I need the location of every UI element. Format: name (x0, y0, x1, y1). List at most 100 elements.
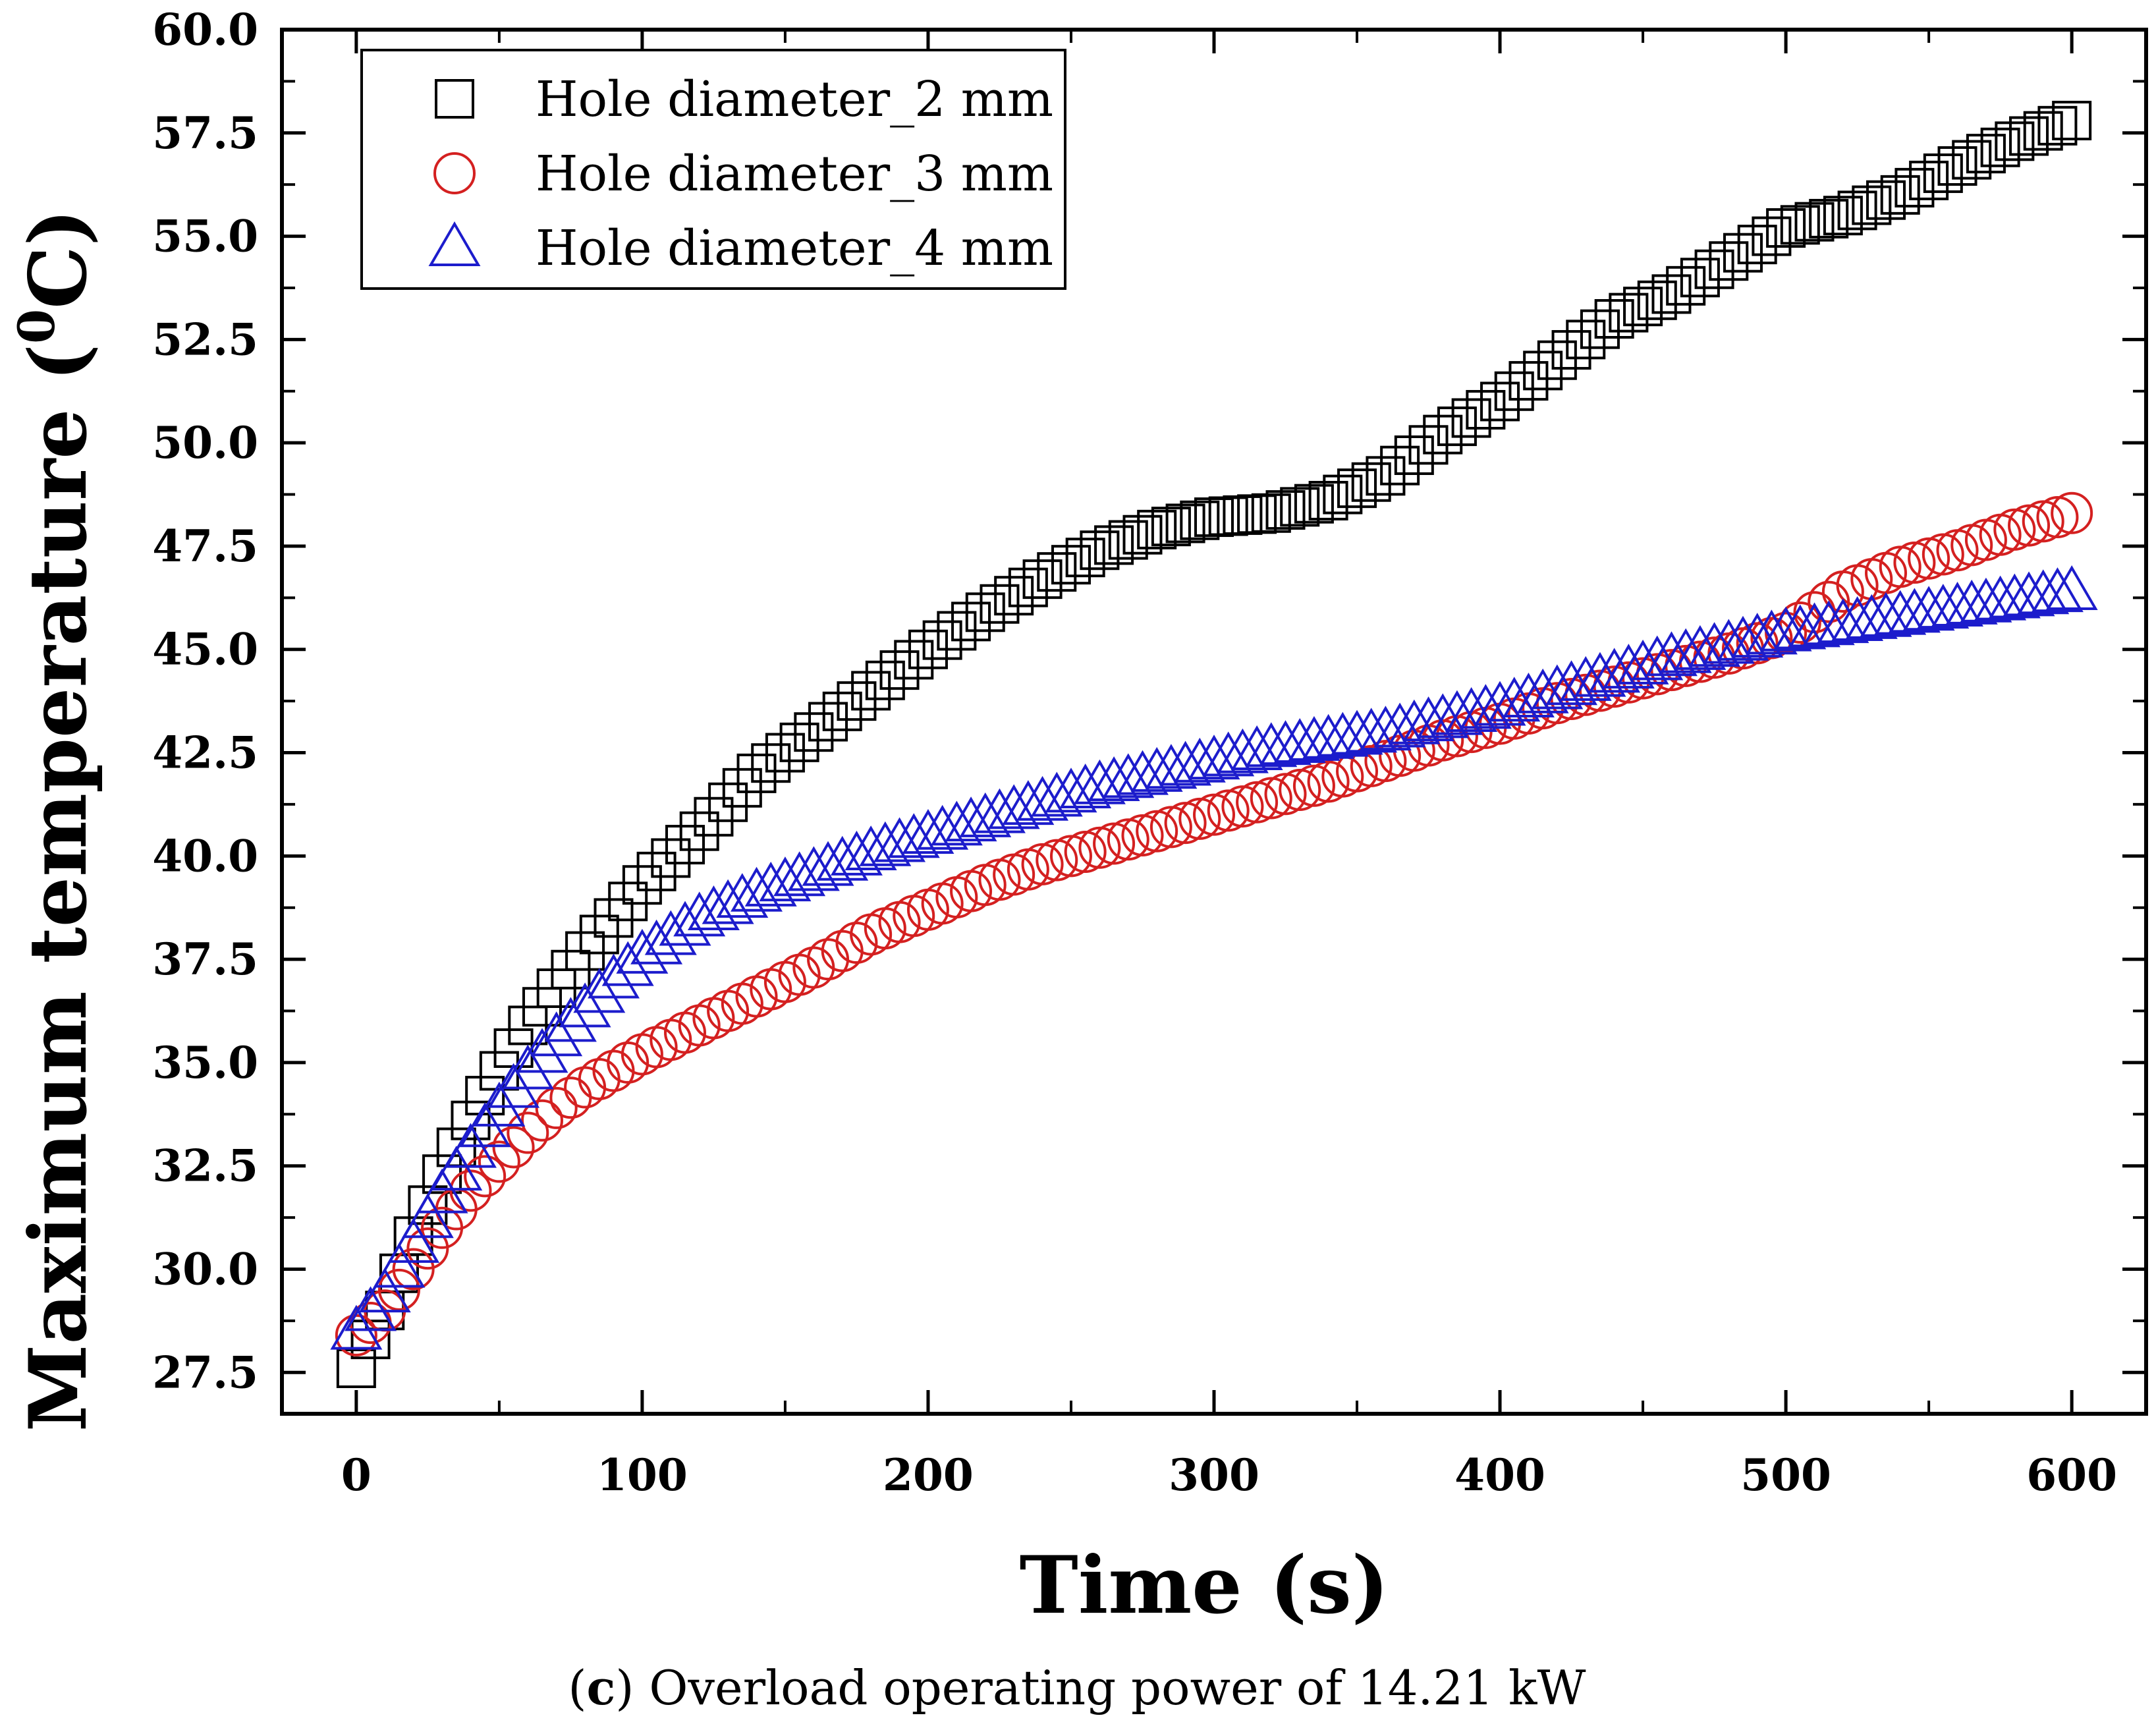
data-point-square (822, 691, 862, 731)
data-point-triangle (1917, 584, 1970, 629)
data-point-triangle (1774, 604, 1827, 650)
data-point-circle (478, 1140, 520, 1183)
data-point-circle (1021, 843, 1064, 885)
data-point-circle (1078, 826, 1121, 869)
legend-marker-square (435, 79, 474, 119)
data-point-circle (1264, 773, 1307, 816)
data-point-triangle (1902, 586, 1955, 631)
x-tick-label: 100 (597, 1449, 688, 1501)
data-point-circle (1221, 785, 1264, 828)
data-point-triangle (358, 1268, 411, 1313)
y-tick-label: 27.5 (152, 1347, 258, 1398)
data-point-square (1709, 241, 1749, 281)
data-point-square (1880, 175, 1920, 215)
data-point-triangle (416, 1168, 468, 1214)
data-point-square (594, 898, 634, 938)
x-tick-label: 500 (1740, 1449, 1831, 1501)
data-point-triangle (501, 1044, 554, 1090)
data-point-square (636, 851, 677, 891)
data-point-circle (1250, 777, 1292, 820)
y-tick-label: 35.0 (152, 1037, 258, 1088)
data-point-triangle (1860, 592, 1912, 637)
data-point-circle (1993, 508, 2036, 551)
x-tick-label: 300 (1169, 1449, 1259, 1501)
data-point-triangle (1931, 582, 1984, 627)
series-circle-markers (335, 491, 2093, 1356)
data-point-square (1594, 299, 1634, 339)
data-point-square (1952, 140, 1992, 180)
data-point-square (708, 782, 748, 822)
data-point-triangle (1988, 573, 2041, 619)
data-point-square (1323, 474, 1363, 515)
data-point-square (651, 838, 691, 878)
legend-marker-triangle (428, 221, 481, 266)
data-point-square (1909, 160, 1949, 200)
y-tick-label: 30.0 (152, 1243, 258, 1295)
data-point-triangle (473, 1081, 526, 1127)
data-point-circle (2051, 491, 2093, 534)
y-tick-label: 42.5 (152, 727, 258, 779)
data-point-circle (1136, 810, 1178, 852)
data-point-triangle (2017, 569, 2070, 615)
data-point-square (980, 584, 1020, 624)
data-point-circle (1149, 806, 1192, 849)
data-point-square (736, 753, 777, 793)
data-point-square (1308, 480, 1348, 520)
data-point-circle (1049, 835, 1092, 878)
data-point-square (2052, 100, 2092, 140)
data-point-circle (1064, 831, 1107, 874)
data-point-square (1680, 258, 1720, 298)
data-point-triangle (1273, 718, 1326, 763)
data-point-square (1480, 381, 1520, 422)
data-point-square (1923, 153, 1963, 193)
legend-label: Hole diameter_4 mm (536, 220, 1053, 277)
data-point-square (1394, 435, 1434, 475)
data-point-square (1108, 520, 1148, 560)
data-point-circle (1292, 764, 1335, 807)
y-tick-label: 60.0 (152, 4, 258, 55)
data-point-triangle (487, 1063, 540, 1108)
data-point-square (1809, 198, 1849, 238)
y-axis-title-unit: C) (12, 209, 105, 309)
data-point-square (1037, 552, 1077, 592)
data-point-square (994, 576, 1034, 616)
data-point-triangle (573, 968, 626, 1013)
svg-text:Maximum temperature (0C): Maximum temperature (0C) (7, 209, 105, 1432)
data-point-triangle (702, 879, 754, 924)
data-point-square (1966, 134, 2006, 174)
data-point-square (1294, 484, 1334, 524)
x-tick-label: 600 (2026, 1449, 2117, 1501)
data-point-circle (392, 1248, 435, 1291)
y-axis-title-superscript: 0 (7, 309, 66, 344)
data-point-square (336, 1349, 376, 1389)
data-point-triangle (1316, 712, 1369, 757)
y-axis-title-text: Maximum temperature ( (12, 344, 105, 1432)
data-point-circle (1279, 768, 1321, 811)
data-point-square (1137, 509, 1177, 549)
data-point-triangle (687, 885, 740, 930)
data-point-square (1694, 249, 1734, 289)
y-tick-label: 40.0 (152, 830, 258, 881)
data-point-square (879, 650, 920, 690)
data-point-square (1580, 309, 1620, 349)
data-point-square (1852, 185, 1892, 225)
y-tick-label: 45.0 (152, 624, 258, 675)
data-point-triangle (1831, 596, 1884, 641)
data-point-square (1423, 414, 1463, 455)
data-point-square (1494, 371, 1534, 411)
data-point-circle (1121, 814, 1164, 856)
caption-panel-label: c (587, 1660, 616, 1716)
data-point-square (1623, 287, 1663, 327)
caption-text: Overload operating power of 14.21 kW (649, 1660, 1586, 1716)
data-point-square (1551, 330, 1591, 370)
data-point-triangle (1845, 594, 1898, 639)
y-tick-label: 57.5 (152, 107, 258, 159)
data-point-triangle (1759, 606, 1812, 652)
data-point-square (1065, 538, 1105, 578)
data-point-square (837, 681, 877, 721)
data-point-triangle (2045, 565, 2098, 610)
data-marks (330, 100, 2098, 1389)
y-tick-label: 50.0 (152, 417, 258, 468)
data-point-square (1995, 121, 2035, 161)
